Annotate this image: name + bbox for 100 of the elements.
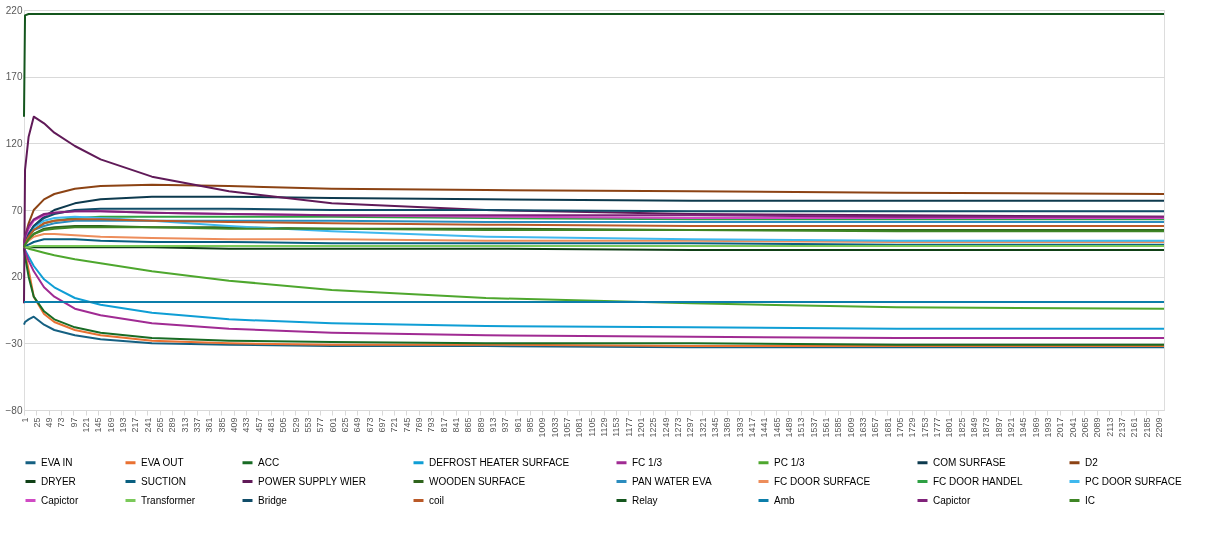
legend-label: Amb [774,494,795,506]
x-tick-label: 1129 [599,417,609,437]
x-tick-label: 193 [118,417,129,433]
x-tick-label: 1657 [870,417,881,438]
x-tick-label: 337 [192,417,203,433]
legend-label: COM SURFASE [933,456,1007,468]
x-tick-label: 1705 [894,417,905,438]
x-tick-label: 1873 [981,417,992,438]
y-tick-label: −30 [5,337,23,349]
x-tick-label: 673 [364,417,375,433]
legend-label: PC DOOR SURFACE [1085,475,1183,487]
legend-label: SUCTION [141,475,186,487]
x-tick-label: 625 [340,417,351,433]
x-tick-label: 121 [81,417,92,433]
x-tick-label: 1441 [759,417,770,438]
x-tick-label: 73 [56,417,67,428]
x-tick-label: 1225 [648,417,659,438]
x-tick-label: 1945 [1018,417,1029,438]
x-tick-label: 577 [315,417,326,433]
legend-label: WOODEN SURFACE [429,475,526,487]
x-tick-label: 1609 [845,417,856,438]
x-tick-label: 1321 [697,417,708,438]
x-tick-label: 1993 [1042,417,1053,438]
x-tick-label: 1465 [771,417,782,438]
x-tick-label: 1633 [857,417,868,438]
x-tick-label: 265 [155,417,166,433]
x-tick-label: 1297 [685,417,696,438]
x-tick-label: 169 [105,417,116,433]
legend-label: D2 [1085,456,1099,468]
x-tick-label: 1201 [635,417,646,438]
legend-label: Capictor [41,494,79,506]
x-tick-label: 865 [463,417,474,433]
x-tick-label: 1561 [820,417,831,438]
x-tick-label: 1489 [783,417,794,438]
x-tick-label: 937 [500,417,511,433]
x-tick-label: 1753 [919,417,930,438]
x-tick-label: 793 [426,417,437,433]
x-tick-label: 1369 [722,417,733,438]
x-tick-label: 241 [142,417,153,433]
x-tick-label: 217 [130,417,141,433]
legend-label: EVA OUT [141,456,184,468]
x-tick-label: 2209 [1153,417,1164,438]
x-tick-label: 1009 [537,417,548,438]
legend-label: IC [1085,494,1095,506]
x-tick-label: 1345 [709,417,720,438]
y-tick-label: 70 [11,204,23,216]
x-tick-label: 289 [167,417,178,433]
x-tick-label: 721 [389,417,400,433]
legend-label: ACC [258,456,280,468]
x-tick-label: 601 [327,417,338,433]
legend-label: FC 1/3 [632,456,663,468]
x-tick-label: 2065 [1079,417,1090,438]
x-tick-label: 1969 [1030,417,1041,438]
x-tick-label: 2041 [1067,417,1078,438]
legend-label: EVA IN [41,456,73,468]
x-tick-label: 889 [475,417,486,433]
x-tick-label: 1681 [882,417,893,438]
legend-label: Transformer [141,494,196,506]
x-tick-label: 1417 [746,417,757,438]
x-tick-label: 1849 [968,417,979,438]
x-tick-label: 1249 [660,417,671,438]
x-tick-label: 1177 [623,417,634,437]
x-tick-label: 769 [414,417,425,433]
x-tick-label: 553 [303,417,314,433]
x-tick-label: 1393 [734,417,745,438]
x-tick-label: 1825 [956,417,967,438]
x-tick-label: 841 [451,417,462,433]
x-tick-label: 433 [241,417,252,433]
x-tick-label: 145 [93,417,104,433]
legend-label: Relay [632,494,658,506]
x-tick-label: 2137 [1116,417,1127,438]
legend-label: DRYER [41,475,76,487]
x-tick-label: 2113 [1104,417,1115,437]
x-tick-label: 49 [44,417,55,428]
x-tick-label: 385 [216,417,227,433]
x-tick-label: 1777 [931,417,942,438]
x-tick-label: 649 [352,417,363,433]
x-tick-label: 745 [401,417,412,433]
x-tick-label: 1585 [833,417,844,438]
x-tick-label: 2089 [1092,417,1103,438]
y-tick-label: −80 [5,404,23,416]
x-tick-label: 1897 [993,417,1004,438]
y-tick-label: 220 [5,4,23,16]
legend-label: Bridge [258,494,288,506]
legend-label: Capictor [933,494,971,506]
x-tick-label: 1033 [549,417,560,438]
x-tick-label: 985 [525,417,536,433]
x-tick-label: 409 [229,417,240,433]
x-tick-label: 1729 [907,417,918,438]
x-tick-label: 961 [512,417,523,433]
x-tick-label: 1801 [944,417,955,438]
x-tick-label: 2185 [1141,417,1152,438]
x-tick-label: 697 [377,417,388,433]
x-tick-label: 1081 [574,417,585,438]
x-tick-label: 1 [19,417,30,423]
y-tick-label: 120 [5,137,23,149]
legend-label: POWER SUPPLY WIER [258,475,366,487]
x-tick-label: 1273 [672,417,683,438]
x-tick-label: 1921 [1005,417,1016,438]
x-tick-label: 313 [179,417,190,433]
